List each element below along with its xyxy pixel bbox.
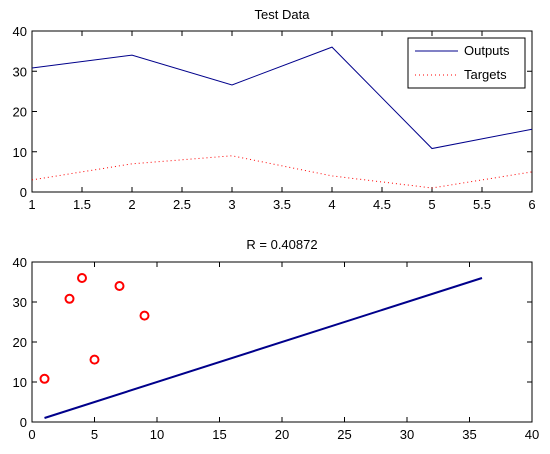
x-tick-label: 5.5 bbox=[473, 197, 491, 212]
data-point bbox=[77, 273, 87, 283]
y-tick-label: 0 bbox=[20, 185, 27, 200]
fit-line bbox=[44, 277, 483, 419]
x-tick-label: 1.5 bbox=[73, 197, 91, 212]
x-tick-label: 10 bbox=[150, 427, 164, 442]
x-tick-label: 6 bbox=[528, 197, 535, 212]
x-tick-label: 3 bbox=[228, 197, 235, 212]
y-tick-label: 40 bbox=[13, 255, 27, 270]
x-tick-label: 40 bbox=[525, 427, 539, 442]
x-tick-label: 3.5 bbox=[273, 197, 291, 212]
y-tick-label: 10 bbox=[13, 375, 27, 390]
chart-title: R = 0.40872 bbox=[246, 237, 317, 252]
x-tick-label: 2 bbox=[128, 197, 135, 212]
y-tick-label: 10 bbox=[13, 145, 27, 160]
legend: Outputs Targets bbox=[407, 37, 526, 89]
x-tick-label: 30 bbox=[400, 427, 414, 442]
data-point bbox=[89, 354, 100, 365]
data-point bbox=[139, 310, 150, 321]
x-tick-label: 15 bbox=[212, 427, 226, 442]
test-data-plot: Test Data 1 1.5 2 2.5 3 3.5 4 4.5 5 5.5 6 0 10 20 30 40… bbox=[13, 7, 536, 212]
series-line-targets bbox=[31, 155, 533, 189]
data-point bbox=[64, 293, 75, 304]
x-tick-label: 5 bbox=[428, 197, 435, 212]
legend-label-targets: Targets bbox=[464, 67, 507, 82]
x-tick-label: 0 bbox=[28, 427, 35, 442]
x-tick-label: 4.5 bbox=[373, 197, 391, 212]
legend-box bbox=[407, 37, 526, 89]
x-tick-label: 1 bbox=[28, 197, 35, 212]
series-group bbox=[39, 273, 483, 419]
x-tick-label: 25 bbox=[337, 427, 351, 442]
x-tick-label: 35 bbox=[462, 427, 476, 442]
series-line-outputs bbox=[31, 46, 533, 150]
series-group bbox=[31, 46, 533, 189]
y-tick-label: 20 bbox=[13, 105, 27, 120]
data-point bbox=[114, 281, 125, 291]
y-tick-label: 0 bbox=[20, 415, 27, 430]
x-tick-label: 4 bbox=[328, 197, 335, 212]
x-tick-label: 5 bbox=[91, 427, 98, 442]
y-tick-label: 30 bbox=[13, 64, 27, 79]
y-tick-label: 30 bbox=[13, 295, 27, 310]
legend-label-outputs: Outputs bbox=[464, 43, 510, 58]
x-tick-label: 2.5 bbox=[173, 197, 191, 212]
regression-plot: R = 0.40872 0 5 10 15 20 25 30 35 40 0 10 20 30 40 bbox=[13, 237, 540, 442]
y-tick-label: 20 bbox=[13, 335, 27, 350]
x-tick-label: 20 bbox=[275, 427, 289, 442]
axis-ticks: 0 5 10 15 20 25 30 35 40 0 10 20 30 40 bbox=[13, 255, 540, 442]
y-tick-label: 40 bbox=[13, 24, 27, 39]
chart-title: Test Data bbox=[255, 7, 311, 22]
axis-ticks: 1 1.5 2 2.5 3 3.5 4 4.5 5 5.5 6 0 10 20 30 40 bbox=[13, 24, 536, 212]
data-point bbox=[39, 373, 50, 384]
